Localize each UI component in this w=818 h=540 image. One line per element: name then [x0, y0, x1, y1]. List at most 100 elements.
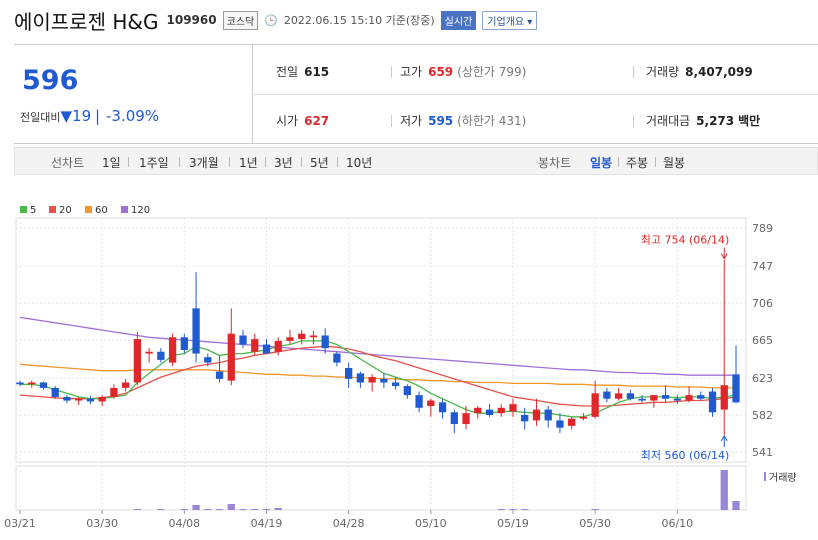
candle: [180, 333, 188, 354]
day-open-label: 시가: [276, 114, 299, 128]
prev-close: 전일 615: [276, 63, 329, 80]
price-change: 전일대비▼19 | -3.09%: [20, 107, 159, 125]
legend-label: 60: [95, 205, 108, 216]
trade-amount: 거래대금 5,273 백만: [646, 112, 760, 129]
candle: [673, 395, 681, 405]
legend-swatch: [121, 206, 128, 213]
day-open-value: 627: [304, 114, 330, 128]
chart-grid: [15, 217, 747, 511]
candle-body: [650, 395, 658, 401]
x-tick-label: 05/30: [579, 517, 611, 530]
divider: [229, 157, 230, 167]
candle-body: [368, 377, 376, 383]
volume-bar: [521, 509, 529, 510]
candle: [122, 378, 130, 392]
period-daily[interactable]: 일봉: [590, 156, 613, 170]
volume-bar: [133, 509, 142, 510]
candle-body: [333, 353, 341, 363]
candle: [708, 387, 717, 417]
y-tick-label: 541: [752, 446, 773, 459]
x-tick-label: 04/08: [168, 517, 200, 530]
candle-body: [145, 351, 153, 354]
period-1w[interactable]: 1주일: [139, 156, 169, 170]
candle-body: [614, 393, 623, 399]
period-weekly[interactable]: 주봉: [626, 156, 649, 170]
period-10y[interactable]: 10년: [346, 156, 373, 170]
divider: [179, 157, 180, 167]
candle-body: [427, 400, 435, 406]
stock-title-row: 에이프로젠 H&G 109960 코스닥 🕒 2022.06.15 15:10 …: [14, 6, 538, 34]
candle: [51, 386, 59, 399]
trade-amount-label: 거래대금: [646, 114, 691, 128]
period-1d[interactable]: 1일: [102, 156, 121, 170]
candle-body: [192, 308, 200, 354]
candle: [685, 386, 693, 403]
period-5y[interactable]: 5년: [310, 156, 329, 170]
realtime-button[interactable]: 실시간: [440, 10, 477, 30]
candle-body: [661, 395, 670, 399]
candle: [39, 381, 48, 390]
candle: [192, 272, 200, 363]
candle: [274, 337, 282, 356]
period-3m[interactable]: 3개월: [189, 156, 219, 170]
candle-body: [673, 398, 681, 401]
candle: [333, 351, 341, 367]
clock-icon: 🕒: [264, 13, 278, 27]
candle: [239, 330, 247, 349]
volume-bar: [180, 509, 188, 510]
volume-bar: [192, 505, 200, 510]
period-1y[interactable]: 1년: [239, 156, 258, 170]
volume-bar: [262, 509, 271, 510]
y-tick-label: 623: [752, 372, 773, 385]
company-info-dropdown[interactable]: 기업개요 ▾: [482, 10, 538, 30]
candle: [110, 384, 118, 399]
divider: [391, 115, 392, 127]
change-percent: -3.09%: [106, 107, 160, 125]
candle-body: [75, 398, 83, 401]
candle-body: [227, 333, 235, 381]
period-selector: 선차트 1일 1주일 3개월 1년 3년 5년 10년 봉차트 일봉 주봉 월봉: [14, 147, 818, 175]
volume-bar: [239, 509, 247, 510]
legend-label: 120: [131, 205, 150, 216]
volume-bar: [509, 509, 517, 510]
candle-body: [708, 391, 717, 413]
legend: 5 20 60 120: [20, 205, 150, 216]
period-monthly[interactable]: 월봉: [663, 156, 686, 170]
candle-body: [298, 333, 306, 340]
x-tick-label: 05/19: [497, 517, 529, 530]
summary-divider: [252, 94, 818, 95]
candle: [204, 353, 212, 367]
day-high-label: 고가: [400, 65, 423, 79]
candle-body: [579, 416, 588, 419]
prev-close-label: 전일: [276, 65, 299, 79]
volume-legend-swatch: [764, 472, 766, 481]
candle: [298, 330, 306, 345]
candle-body: [86, 398, 95, 402]
candle: [415, 391, 423, 413]
candle-body: [415, 395, 423, 408]
candle: [168, 333, 177, 367]
candle: [63, 395, 71, 404]
candle-body: [133, 339, 142, 383]
legend-label: 20: [59, 205, 72, 216]
candle-body: [462, 413, 470, 425]
candle: [427, 398, 435, 417]
candle-body: [239, 335, 247, 345]
candle: [626, 389, 634, 401]
candle: [321, 328, 329, 354]
day-high: 고가 659 (상한가 799): [400, 63, 526, 80]
candle-body: [122, 382, 130, 388]
period-3y[interactable]: 3년: [274, 156, 293, 170]
price-summary: 596 전일대비▼19 | -3.09% 전일 615 고가 659 (상한가 799)…: [14, 44, 818, 144]
x-tick-label: 05/10: [415, 517, 447, 530]
candle: [133, 331, 142, 386]
candle-body: [697, 395, 705, 399]
high-annotation: 최고 754 (06/14): [641, 234, 730, 247]
candle-body: [732, 374, 740, 403]
x-tick-label: 06/10: [661, 517, 693, 530]
candle: [286, 330, 294, 345]
volume-bar: [732, 501, 740, 510]
candle: [568, 416, 576, 430]
candle-body: [556, 420, 564, 428]
change-value: 19: [72, 107, 92, 125]
